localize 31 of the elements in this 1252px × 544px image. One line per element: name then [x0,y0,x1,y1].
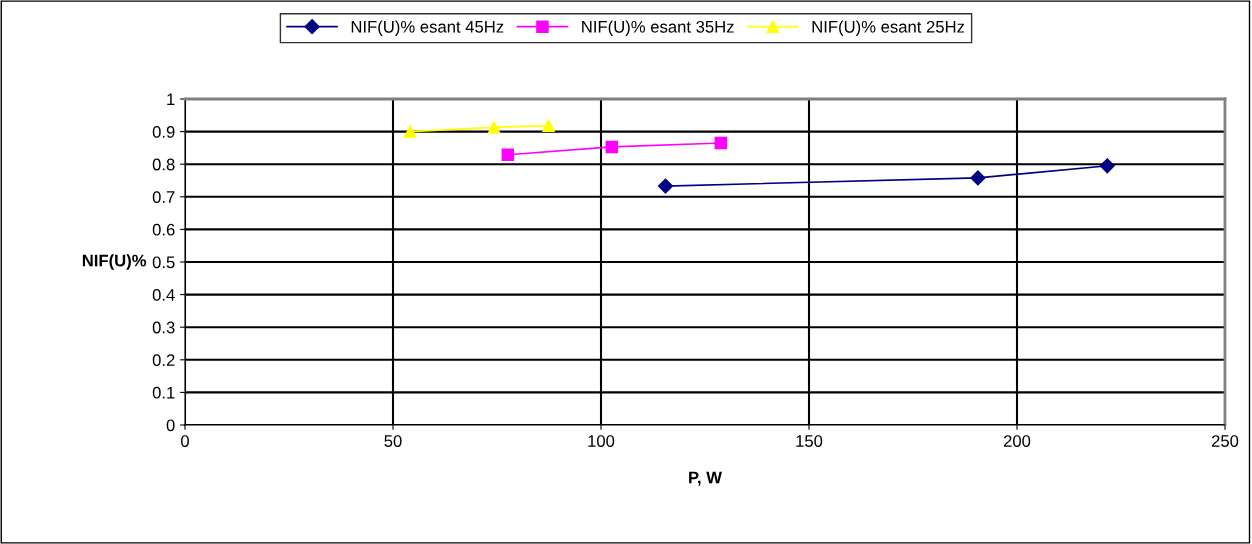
x-tick-label: 50 [384,435,402,447]
legend-label: NIF(U)% esant 25Hz [812,20,965,36]
x-tick-label: 150 [796,435,823,447]
y-tick-label: 0.3 [152,321,175,334]
y-tick-label: 0.8 [152,158,175,171]
point [542,119,555,132]
y-tick-label: 0.5 [152,256,175,269]
point [714,136,728,150]
y-tick-label: 0.2 [152,354,175,366]
x-tick-label: 0 [181,435,189,447]
point [501,148,515,161]
x-axis-title: P, W [689,471,722,486]
point [487,121,501,134]
point [657,178,674,194]
x-tick-label: 250 [1211,435,1239,447]
point [1099,158,1115,174]
x-tick-label: 200 [1003,435,1031,447]
y-tick-label: 0.1 [152,386,175,399]
y-tick-label: 0.9 [152,126,175,138]
y-tick-label: 1 [167,93,175,106]
point [970,170,986,186]
point [605,140,619,154]
y-tick-label: 0.6 [152,223,175,236]
y-axis-title: NIF(U)% [82,254,147,270]
x-tick-label: 100 [588,435,615,447]
legend-label: NIF(U)% esant 35Hz [582,20,734,36]
y-tick-label: 0.4 [152,289,175,301]
legend-label: NIF(U)% esant 45Hz [351,20,504,36]
y-tick-label: 0 [166,419,175,432]
y-tick-label: 0.7 [152,191,175,203]
point [403,125,417,138]
